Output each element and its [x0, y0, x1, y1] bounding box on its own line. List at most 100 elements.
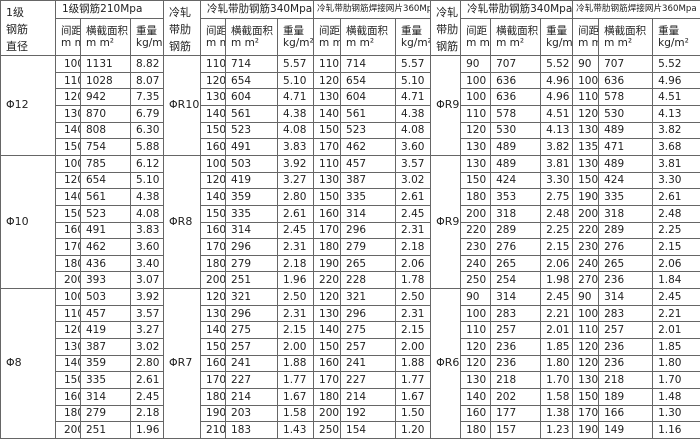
group-title: 冷轧带肋钢筋340Mpa	[201, 1, 314, 19]
cell: 2.45	[396, 205, 431, 222]
cell: 150	[56, 205, 81, 222]
cell: 120	[56, 89, 81, 106]
cell: 240	[461, 255, 491, 272]
data-row: 1308706.791405614.381405614.381105784.51…	[1, 106, 700, 123]
cell: 236	[491, 355, 541, 372]
cell: 236	[599, 272, 653, 289]
cell: 120	[201, 72, 226, 89]
cell: 150	[314, 122, 341, 139]
cell: 241	[226, 355, 278, 372]
column-label: 间距	[206, 25, 225, 37]
cell: 942	[81, 89, 131, 106]
cell: 335	[599, 189, 653, 206]
cell: 604	[341, 89, 396, 106]
diameter-label: Φ12	[1, 56, 56, 156]
cell: 1131	[81, 56, 131, 73]
cell: 250	[314, 422, 341, 439]
column-header: 间距m m	[56, 19, 81, 56]
cell: 785	[81, 155, 131, 172]
cell: 120	[573, 339, 599, 356]
cell: 257	[341, 339, 396, 356]
cell: 257	[599, 322, 653, 339]
cell: 190	[573, 422, 599, 439]
cell: 530	[599, 106, 653, 123]
cell: 296	[226, 305, 278, 322]
cell: 419	[81, 322, 131, 339]
cell: 2.25	[653, 222, 700, 239]
cell: 5.10	[131, 172, 164, 189]
cell: 3.27	[131, 322, 164, 339]
cell: 251	[226, 272, 278, 289]
cell: 110	[461, 322, 491, 339]
cell: 1.58	[278, 405, 314, 422]
cell: 491	[81, 222, 131, 239]
cell: 3.81	[541, 155, 573, 172]
cell: 318	[599, 205, 653, 222]
cell: 3.81	[653, 155, 700, 172]
group-title: 冷轧带肋钢筋340Mpa	[461, 1, 573, 19]
cell: 1.78	[396, 272, 431, 289]
cell: 578	[491, 106, 541, 123]
cell: 578	[599, 89, 653, 106]
cell: 150	[56, 139, 81, 156]
cell: 4.71	[278, 89, 314, 106]
cell: 296	[341, 305, 396, 322]
cell: 120	[573, 355, 599, 372]
cell: 160	[56, 388, 81, 405]
data-row: 1204193.271402752.151402752.151102572.01…	[1, 322, 700, 339]
cell: 2.21	[653, 305, 700, 322]
cell: 157	[491, 422, 541, 439]
column-label: 横截面积	[604, 25, 652, 37]
cell: 457	[81, 305, 131, 322]
column-unit: m m²	[346, 37, 395, 49]
cell: 636	[491, 89, 541, 106]
cell: 2.15	[653, 239, 700, 256]
cell: 110	[56, 72, 81, 89]
cell: 110	[573, 322, 599, 339]
cell: 190	[314, 255, 341, 272]
data-row: 1405614.381403592.801503352.611803532.75…	[1, 189, 700, 206]
cell: 160	[314, 205, 341, 222]
column-label: 重量	[401, 25, 430, 37]
data-row: 1804363.401802792.181902652.062402652.06…	[1, 255, 700, 272]
cell: 296	[341, 222, 396, 239]
cell: 503	[81, 289, 131, 306]
label-line: 冷轧	[436, 4, 460, 21]
cell: 189	[599, 388, 653, 405]
cell: 90	[573, 289, 599, 306]
cell: 393	[81, 272, 131, 289]
cell: 230	[573, 239, 599, 256]
cell: 2.06	[396, 255, 431, 272]
cell: 251	[81, 422, 131, 439]
cell: 5.88	[131, 139, 164, 156]
cell: 462	[81, 239, 131, 256]
label-line: 直径	[6, 38, 55, 55]
data-row: Φ81005033.92ΦR71203212.501203212.50ΦR690…	[1, 289, 700, 306]
cell: 6.30	[131, 122, 164, 139]
label-line: 1级	[6, 4, 55, 21]
cell: 489	[491, 139, 541, 156]
cell: 200	[461, 205, 491, 222]
cell: 2.31	[396, 305, 431, 322]
cell: 100	[56, 289, 81, 306]
cell: 1.70	[653, 372, 700, 389]
cell: 4.51	[653, 89, 700, 106]
cell: 177	[491, 405, 541, 422]
cell: 100	[573, 305, 599, 322]
cell: 3.83	[278, 139, 314, 156]
data-row: 1104573.571302962.311302962.311002832.21…	[1, 305, 700, 322]
data-row: Φ101007856.12ΦR81005033.921104573.57ΦR91…	[1, 155, 700, 172]
cell: 120	[56, 322, 81, 339]
group-title: 冷轧带肋钢筋焊接网片360Mpa	[573, 1, 700, 19]
cell: 1.85	[653, 339, 700, 356]
cell: 2.45	[541, 289, 573, 306]
cell: 180	[201, 255, 226, 272]
column-unit: kg/m²	[658, 37, 700, 49]
cell: 150	[201, 339, 226, 356]
side-label: 冷轧带肋钢筋	[431, 1, 461, 56]
diameter-label: ΦR9	[431, 56, 461, 156]
data-row: 1507545.881604913.831704623.601304893.82…	[1, 139, 700, 156]
